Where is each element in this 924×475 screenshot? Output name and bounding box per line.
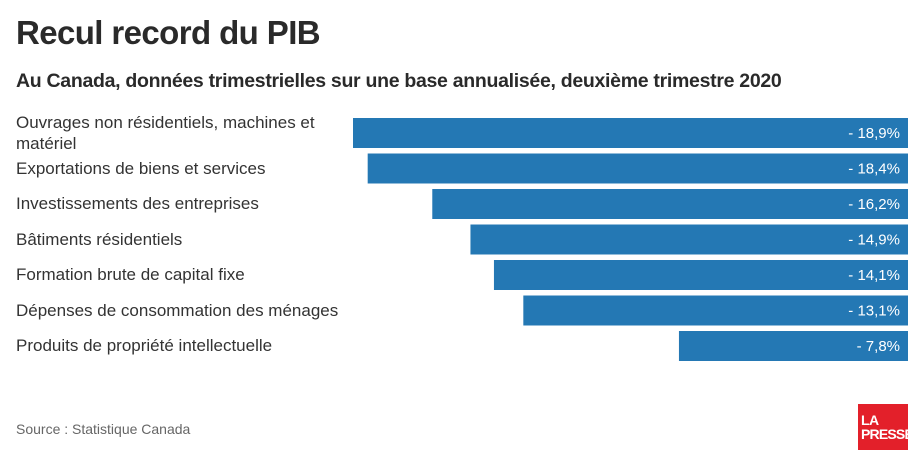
category-label-3: Investissements des entreprises (16, 194, 259, 213)
bar-value-label-2: - 18,4% (848, 161, 900, 178)
bar-value-label-3: - 16,2% (848, 196, 900, 213)
category-label-6: Dépenses de consommation des ménages (16, 300, 339, 320)
bar-2 (367, 153, 909, 184)
source-note: Source : Statistique Canada (16, 421, 191, 437)
category-label-4: Bâtiments résidentiels (16, 229, 183, 249)
bar-value-label-1: - 18,9% (848, 125, 900, 142)
bar-3 (432, 189, 908, 219)
bar-value-label-7: - 7,8% (857, 338, 900, 355)
bar-value-label-6: - 13,1% (848, 303, 900, 320)
bar-5 (493, 260, 908, 290)
bar-value-label-5: - 14,1% (848, 267, 900, 284)
bar-value-label-4: - 14,9% (848, 232, 900, 249)
chart-title: Recul record du PIB (16, 14, 321, 51)
category-label-5: Formation brute de capital fixe (16, 265, 245, 284)
category-label-2: Exportations de biens et services (16, 158, 266, 178)
bar-1 (353, 118, 908, 148)
bar-7 (678, 331, 908, 361)
bar-4 (470, 224, 908, 255)
bar-6 (523, 295, 908, 326)
la-presse-logo: LA PRESSE (858, 404, 914, 450)
logo-line-2: PRESSE (861, 425, 914, 442)
category-label-7: Produits de propriété intellectuelle (16, 336, 273, 355)
logo-line-1: LA (861, 411, 879, 428)
chart-subtitle: Au Canada, données trimestrielles sur un… (16, 70, 782, 92)
category-label-1: Ouvrages non résidentiels, machines et m… (16, 113, 315, 153)
